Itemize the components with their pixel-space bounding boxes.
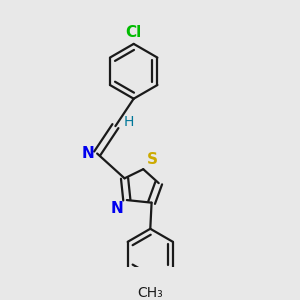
Text: N: N (81, 146, 94, 161)
Text: S: S (147, 152, 158, 166)
Text: CH₃: CH₃ (137, 286, 163, 299)
Text: H: H (124, 115, 134, 129)
Text: N: N (110, 201, 123, 216)
Text: Cl: Cl (126, 25, 142, 40)
